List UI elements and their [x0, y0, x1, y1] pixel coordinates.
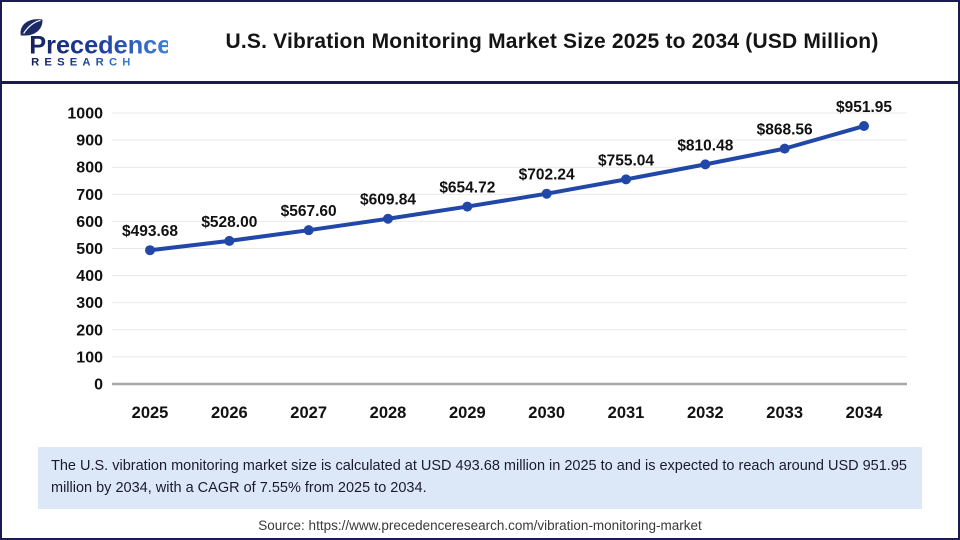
y-axis-tick-label: 600: [76, 214, 103, 231]
logo-wordmark: Precedence: [29, 31, 168, 59]
x-axis-tick-label: 2025: [132, 404, 169, 422]
y-axis-tick-label: 0: [94, 377, 103, 394]
x-axis-tick-label: 2028: [370, 404, 407, 422]
page-title: U.S. Vibration Monitoring Market Size 20…: [225, 29, 879, 53]
x-axis-tick-label: 2031: [608, 404, 645, 422]
data-point: [462, 201, 473, 212]
x-axis-tick-label: 2029: [449, 404, 486, 422]
data-point: [383, 213, 393, 224]
data-point: [303, 225, 314, 236]
data-point-label: $702.24: [519, 167, 575, 184]
y-axis-tick-label: 800: [76, 160, 103, 177]
data-point-label: $609.84: [360, 192, 416, 209]
y-axis-tick-label: 300: [76, 295, 103, 312]
data-point-label: $868.56: [757, 122, 813, 139]
data-point: [541, 188, 552, 199]
source-line: Source: https://www.precedenceresearch.c…: [258, 517, 702, 533]
y-axis-tick-label: 100: [76, 349, 103, 366]
precedence-research-logo: Precedence RESEARCH: [18, 15, 170, 69]
y-axis-tick-label: 1000: [67, 106, 103, 123]
series-line: [148, 124, 866, 253]
logo-subtitle: RESEARCH: [31, 56, 135, 68]
y-axis-tick-label: 700: [76, 187, 103, 204]
market-size-line-chart: 0 100 200 300 400 500 600 700 800 900 1000 $493.68 2…: [67, 99, 907, 422]
x-axis-tick-label: 2030: [528, 404, 565, 422]
x-axis-tick-label: 2034: [846, 404, 884, 422]
data-point: [859, 121, 869, 132]
data-point-label: $493.68: [122, 223, 178, 240]
logo-graphic: Precedence RESEARCH: [20, 18, 168, 68]
chart-area: 0 100 200 300 400 500 600 700 800 900 1000 $493.68 2…: [35, 96, 958, 439]
data-point-label: $755.04: [598, 152, 654, 169]
data-point-label: $810.48: [677, 137, 733, 154]
data-point-label: $567.60: [281, 203, 337, 220]
y-axis-tick-label: 200: [76, 322, 103, 339]
y-axis-tick-label: 400: [76, 268, 103, 285]
leaf-icon: [20, 18, 43, 36]
y-axis-tick-label: 500: [76, 241, 103, 258]
data-point: [621, 174, 631, 185]
data-point: [145, 245, 155, 256]
x-axis-tick-label: 2032: [687, 404, 724, 422]
data-point: [700, 159, 711, 170]
x-axis-tick-label: 2026: [211, 404, 248, 422]
data-point-label: $951.95: [836, 99, 892, 116]
x-axis-tick-label: 2033: [766, 404, 803, 422]
header: Precedence RESEARCH U.S. Vibration Monit…: [2, 2, 958, 84]
data-point-label: $654.72: [439, 180, 495, 197]
x-axis-tick-label: 2027: [290, 404, 327, 422]
summary-note: The U.S. vibration monitoring market siz…: [38, 447, 922, 509]
y-axis-tick-label: 900: [76, 133, 103, 150]
data-point: [224, 235, 235, 246]
data-point-label: $528.00: [201, 214, 257, 231]
data-point: [779, 143, 790, 154]
